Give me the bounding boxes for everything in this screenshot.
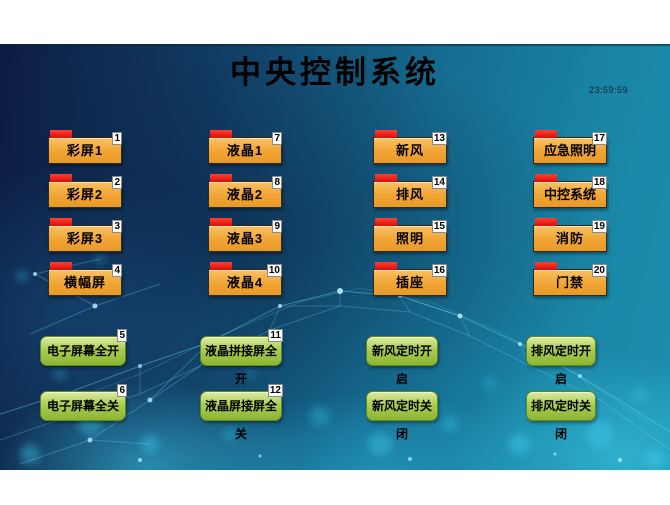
device-button-label: 中控系统 [543, 187, 596, 202]
folder-tab [535, 218, 557, 226]
folder-tab [50, 130, 72, 138]
clock-display: 23:59:59 [588, 85, 628, 95]
network-background-graphic [0, 254, 670, 469]
folder-tab [50, 218, 72, 226]
folder-tab [50, 262, 72, 270]
device-button-yejing3[interactable]: 9 液晶3 [208, 218, 282, 252]
folder-tab [535, 174, 557, 182]
scene-button-label: 液晶拼接屏全开 [204, 344, 277, 386]
folder-tab [210, 130, 232, 138]
scene-button-label: 排风定时关闭 [530, 399, 591, 441]
device-button-paifeng[interactable]: 14 排风 [373, 174, 447, 208]
device-button-chazuo[interactable]: 16 插座 [373, 262, 447, 296]
device-button-label: 消防 [555, 231, 584, 246]
button-number: 5 [117, 329, 127, 342]
button-number: 9 [272, 220, 282, 233]
device-button-label: 彩屏2 [66, 187, 104, 202]
scene-button-lcd-wall-all-on[interactable]: 11 液晶拼接屏全开 [200, 329, 283, 386]
folder-tab [535, 130, 557, 138]
folder-tab [50, 174, 72, 182]
folder-tab [375, 218, 397, 226]
button-number: 6 [117, 384, 127, 397]
device-button-label: 新风 [395, 143, 424, 158]
device-button-caiping2[interactable]: 2 彩屏2 [48, 174, 122, 208]
scene-button-screens-all-off[interactable]: 6 电子屏幕全关 [40, 384, 127, 421]
page-title: 中央控制系统 [230, 55, 440, 90]
device-button-label: 液晶3 [226, 231, 264, 246]
scene-button-label: 排风定时开启 [530, 344, 591, 386]
scene-button-exhaust-timer-on[interactable]: 排风定时开启 [526, 336, 596, 386]
button-number: 20 [591, 264, 607, 277]
device-button-label: 液晶4 [226, 275, 264, 290]
button-number: 18 [591, 176, 607, 189]
folder-tab [210, 262, 232, 270]
button-number: 2 [112, 176, 122, 189]
device-button-xinfeng[interactable]: 13 新风 [373, 130, 447, 164]
device-button-yejing2[interactable]: 8 液晶2 [208, 174, 282, 208]
device-button-label: 横幅屏 [63, 275, 106, 290]
button-number: 8 [272, 176, 282, 189]
control-panel-screen: 中央控制系统 23:59:59 1 彩屏1 2 彩屏2 3 彩屏3 4 横幅屏 … [0, 44, 670, 470]
device-button-label: 彩屏1 [66, 143, 104, 158]
device-button-label: 应急照明 [543, 143, 596, 158]
folder-tab [210, 174, 232, 182]
device-button-label: 排风 [395, 187, 424, 202]
device-button-hengfuping[interactable]: 4 横幅屏 [48, 262, 122, 296]
device-button-menjin[interactable]: 20 门禁 [533, 262, 607, 296]
button-number: 4 [112, 264, 122, 277]
device-button-yejing4[interactable]: 10 液晶4 [208, 262, 282, 296]
button-number: 15 [431, 220, 447, 233]
button-number: 3 [112, 220, 122, 233]
button-number: 10 [266, 264, 282, 277]
device-button-label: 门禁 [555, 275, 584, 290]
scene-button-label: 电子屏幕全开 [46, 344, 119, 358]
button-number: 11 [268, 329, 283, 342]
device-button-label: 照明 [395, 231, 424, 246]
scene-button-screens-all-on[interactable]: 5 电子屏幕全开 [40, 329, 127, 366]
button-number: 16 [431, 264, 447, 277]
scene-button-exhaust-timer-off[interactable]: 排风定时关闭 [526, 391, 596, 441]
device-button-yingjizhaoming[interactable]: 17 应急照明 [533, 130, 607, 164]
button-number: 14 [431, 176, 447, 189]
device-button-label: 液晶1 [226, 143, 264, 158]
folder-tab [375, 262, 397, 270]
device-button-zhaoming[interactable]: 15 照明 [373, 218, 447, 252]
button-number: 13 [431, 132, 447, 145]
scene-button-label: 液晶屏接屏全关 [204, 399, 277, 441]
button-number: 12 [267, 384, 283, 397]
scene-button-fresh-air-timer-off[interactable]: 新风定时关闭 [366, 391, 438, 441]
device-button-zhongkongxitong[interactable]: 18 中控系统 [533, 174, 607, 208]
scene-button-lcd-wall-all-off[interactable]: 12 液晶屏接屏全关 [200, 384, 283, 441]
button-number: 17 [591, 132, 607, 145]
device-button-xiaofang[interactable]: 19 消防 [533, 218, 607, 252]
device-button-label: 液晶2 [226, 187, 264, 202]
device-button-label: 插座 [395, 275, 424, 290]
device-button-caiping1[interactable]: 1 彩屏1 [48, 130, 122, 164]
folder-tab [535, 262, 557, 270]
scene-button-label: 新风定时开启 [371, 344, 432, 386]
folder-tab [210, 218, 232, 226]
device-button-label: 彩屏3 [66, 231, 104, 246]
scene-button-fresh-air-timer-on[interactable]: 新风定时开启 [366, 336, 438, 386]
folder-tab [375, 130, 397, 138]
folder-tab [375, 174, 397, 182]
button-number: 7 [272, 132, 282, 145]
button-number: 19 [591, 220, 607, 233]
scene-button-label: 新风定时关闭 [371, 399, 432, 441]
device-button-caiping3[interactable]: 3 彩屏3 [48, 218, 122, 252]
device-button-yejing1[interactable]: 7 液晶1 [208, 130, 282, 164]
button-number: 1 [112, 132, 122, 145]
scene-button-label: 电子屏幕全关 [46, 399, 119, 413]
